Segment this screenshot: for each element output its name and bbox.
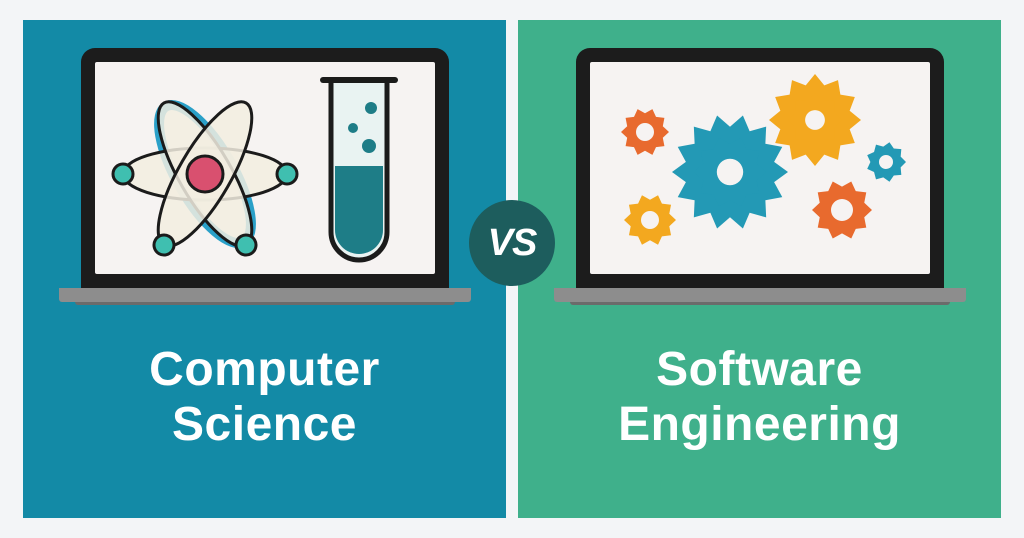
gear-icon xyxy=(624,195,676,244)
left-title-line1: Computer xyxy=(149,343,380,396)
left-title: Computer Science xyxy=(149,342,380,452)
laptop-base-left xyxy=(59,288,471,302)
gear-icon xyxy=(812,181,872,238)
gear-icon xyxy=(769,74,861,166)
vs-text: VS xyxy=(488,222,537,265)
laptop-right xyxy=(560,48,960,302)
infographic-container: Computer Science Software Engineering VS xyxy=(23,20,1001,518)
left-title-line2: Science xyxy=(172,398,357,451)
gear-icon xyxy=(672,115,788,228)
gear-icon xyxy=(867,142,906,181)
laptop-screen-right xyxy=(590,62,930,274)
laptop-frame-left xyxy=(81,48,449,288)
right-title: Software Engineering xyxy=(618,342,901,452)
right-title-line1: Software xyxy=(656,343,863,396)
laptop-frame-right xyxy=(576,48,944,288)
gear-hub-icon xyxy=(788,93,842,147)
science-icons xyxy=(95,62,435,274)
test-tube-icon xyxy=(323,80,395,260)
left-panel: Computer Science xyxy=(23,20,506,518)
laptop-left xyxy=(65,48,465,302)
laptop-screen-left xyxy=(95,62,435,274)
gear-icon xyxy=(621,109,669,155)
atom-icon xyxy=(113,90,297,259)
gears-icon xyxy=(590,62,930,274)
right-panel: Software Engineering xyxy=(518,20,1001,518)
right-title-line2: Engineering xyxy=(618,398,901,451)
vs-badge: VS xyxy=(469,200,555,286)
laptop-base-right xyxy=(554,288,966,302)
